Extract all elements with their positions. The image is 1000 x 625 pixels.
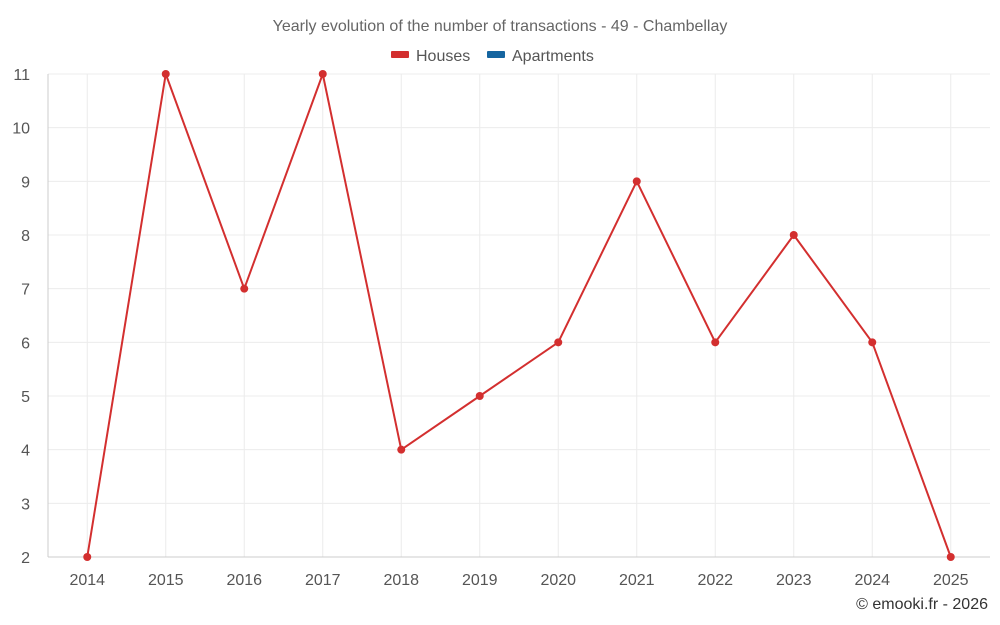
- y-tick-label: 7: [21, 282, 30, 299]
- credit-text: © emooki.fr - 2026: [856, 596, 988, 613]
- y-tick-label: 2: [21, 550, 30, 567]
- legend-item-houses[interactable]: Houses: [391, 48, 470, 65]
- series-line-houses: [86, 73, 952, 558]
- y-tick-label: 3: [21, 496, 30, 513]
- x-tick-label: 2014: [69, 572, 105, 589]
- axes: [47, 74, 990, 558]
- data-point-houses[interactable]: [632, 177, 641, 186]
- grid: [48, 73, 990, 557]
- data-point-houses[interactable]: [475, 392, 484, 400]
- x-tick-label: 2020: [540, 572, 576, 589]
- x-tick-label: 2025: [933, 572, 969, 589]
- data-point-houses[interactable]: [240, 284, 249, 293]
- y-tick-label: 6: [21, 335, 30, 352]
- x-tick-label: 2018: [383, 572, 419, 589]
- y-tick-label: 8: [21, 228, 30, 245]
- data-point-houses[interactable]: [83, 553, 92, 561]
- legend-swatch-houses: [391, 51, 409, 58]
- data-point-houses[interactable]: [397, 445, 406, 454]
- data-point-houses[interactable]: [554, 338, 563, 347]
- x-tick-label: 2016: [226, 572, 262, 589]
- y-tick-label: 11: [13, 67, 30, 84]
- data-point-houses[interactable]: [161, 70, 170, 78]
- x-axis-ticks: 2014 2015 2016 2017 2018 2019 2020 2021 2022 2023…: [69, 572, 968, 589]
- chart-title: Yearly evolution of the number of transa…: [273, 18, 728, 35]
- x-tick-label: 2024: [854, 572, 890, 589]
- x-tick-label: 2022: [697, 572, 733, 589]
- legend-swatch-apartments: [487, 51, 505, 58]
- legend-label-houses: Houses: [416, 48, 470, 65]
- series: [83, 70, 955, 561]
- legend-item-apartments[interactable]: Apartments: [487, 48, 594, 65]
- data-point-houses[interactable]: [946, 553, 955, 561]
- x-tick-label: 2019: [462, 572, 498, 589]
- y-tick-label: 10: [12, 121, 30, 138]
- data-point-houses[interactable]: [318, 70, 327, 78]
- y-axis-ticks: 2 3 4 5 6 7 8 9 10 11: [12, 67, 30, 567]
- y-tick-label: 4: [21, 443, 30, 460]
- y-tick-label: 5: [21, 389, 30, 406]
- data-point-houses[interactable]: [711, 338, 720, 347]
- legend-label-apartments: Apartments: [512, 48, 594, 65]
- legend: Houses Apartments: [391, 48, 594, 65]
- x-tick-label: 2021: [619, 572, 655, 589]
- x-tick-label: 2023: [776, 572, 812, 589]
- y-tick-label: 9: [21, 174, 30, 191]
- data-point-houses[interactable]: [868, 338, 877, 347]
- x-tick-label: 2015: [148, 572, 184, 589]
- x-tick-label: 2017: [305, 572, 341, 589]
- data-point-houses[interactable]: [789, 231, 798, 239]
